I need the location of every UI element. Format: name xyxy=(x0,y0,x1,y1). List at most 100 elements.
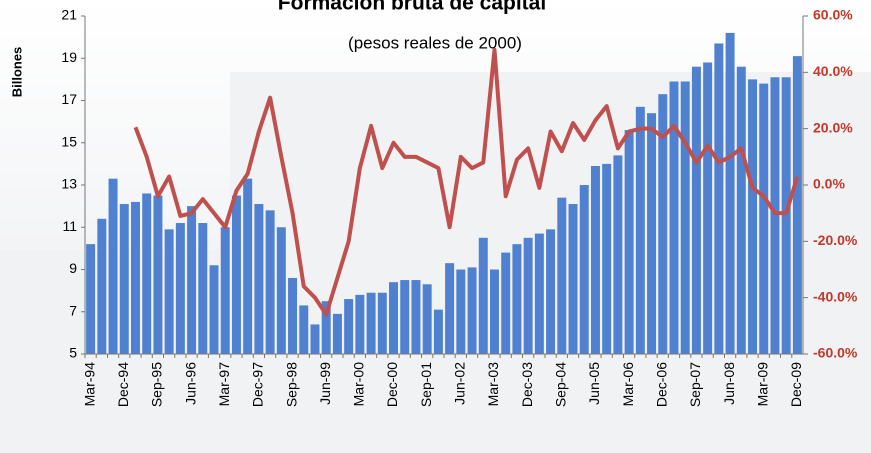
bar xyxy=(142,193,152,354)
bar xyxy=(523,237,533,354)
bar xyxy=(366,292,376,354)
x-tick-label: Sep-07 xyxy=(687,362,703,407)
x-tick-label: Jun-99 xyxy=(317,362,333,405)
y2-tick-label: 20.0% xyxy=(813,119,853,135)
bar xyxy=(445,263,455,354)
x-tick-label: Mar-09 xyxy=(754,362,770,407)
bar xyxy=(557,197,567,354)
x-tick-label: Jun-05 xyxy=(586,362,602,405)
x-tick-label: Sep-98 xyxy=(283,362,299,407)
bar xyxy=(669,81,679,355)
y-axis-label: Billones xyxy=(9,47,24,98)
bar xyxy=(389,282,399,354)
bar xyxy=(86,244,96,354)
bar xyxy=(198,223,208,354)
bar xyxy=(759,83,769,354)
bar xyxy=(344,299,354,354)
bar xyxy=(164,229,174,354)
y-tick-label: 19 xyxy=(61,49,77,65)
y-tick-label: 11 xyxy=(62,218,77,234)
x-tick-label: Mar-06 xyxy=(620,362,636,407)
bar xyxy=(288,277,298,354)
x-tick-label: Mar-94 xyxy=(81,362,97,407)
bar xyxy=(153,195,163,354)
bar xyxy=(231,195,241,354)
bar xyxy=(276,227,286,354)
bar xyxy=(467,267,477,354)
bar xyxy=(119,204,129,354)
bar xyxy=(456,269,466,354)
x-tick-label: Dec-09 xyxy=(788,362,804,407)
y2-tick-label: -40.0% xyxy=(813,288,858,304)
bar xyxy=(355,294,365,354)
bar xyxy=(546,229,556,354)
y-tick-label: 17 xyxy=(61,91,77,107)
y2-tick-label: 40.0% xyxy=(813,63,853,79)
bar xyxy=(602,163,612,354)
x-tick-label: Sep-04 xyxy=(553,362,569,407)
bar xyxy=(220,227,230,354)
x-tick-label: Sep-01 xyxy=(418,362,434,407)
x-tick-label: Dec-00 xyxy=(384,362,400,407)
bar xyxy=(658,94,668,354)
y2-tick-label: 0.0% xyxy=(813,176,845,192)
bar xyxy=(624,130,634,354)
bar xyxy=(97,218,107,354)
bar xyxy=(770,77,780,354)
bar xyxy=(613,155,623,354)
bar xyxy=(377,292,387,354)
bar xyxy=(781,77,791,354)
bar xyxy=(265,210,275,354)
bar xyxy=(691,66,701,354)
bar xyxy=(400,280,410,354)
x-tick-label: Mar-00 xyxy=(351,362,367,407)
bar xyxy=(411,280,421,354)
bar xyxy=(175,223,185,354)
bar xyxy=(792,56,802,354)
bar xyxy=(108,178,118,354)
bar xyxy=(590,165,600,354)
x-tick-label: Dec-06 xyxy=(653,362,669,407)
bar xyxy=(332,313,342,354)
x-tick-label: Dec-94 xyxy=(115,362,131,407)
x-tick-label: Jun-02 xyxy=(452,362,468,405)
bar xyxy=(501,252,511,354)
x-tick-label: Mar-97 xyxy=(216,362,232,407)
bar xyxy=(512,244,522,354)
chart-subtitle: (pesos reales de 2000) xyxy=(348,33,522,52)
y-tick-label: 21 xyxy=(61,7,77,23)
bar xyxy=(725,32,735,355)
y-tick-label: 7 xyxy=(69,302,77,318)
x-tick-label: Dec-03 xyxy=(519,362,535,407)
bar xyxy=(568,204,578,354)
y-tick-label: 13 xyxy=(61,176,77,192)
bar xyxy=(714,43,724,355)
line xyxy=(133,47,800,317)
bar xyxy=(635,106,645,355)
x-tick-label: Dec-97 xyxy=(250,362,266,407)
bar xyxy=(703,62,713,354)
bar xyxy=(489,269,499,354)
bar xyxy=(534,233,544,354)
bar xyxy=(736,66,746,354)
bar xyxy=(647,113,657,354)
bar xyxy=(209,265,219,354)
y2-tick-label: 60.0% xyxy=(813,7,853,23)
y2-tick-label: -20.0% xyxy=(813,232,858,248)
y2-tick-label: -60.0% xyxy=(813,345,858,361)
bar xyxy=(321,301,331,354)
y-tick-label: 15 xyxy=(61,133,77,149)
bar xyxy=(243,178,253,354)
bar xyxy=(579,185,589,354)
bar xyxy=(748,79,758,354)
bar xyxy=(299,305,309,354)
bar xyxy=(254,204,264,354)
y-tick-label: 5 xyxy=(69,345,77,361)
x-tick-label: Jun-96 xyxy=(182,362,198,405)
bar xyxy=(187,206,197,354)
bar xyxy=(478,237,488,354)
bar xyxy=(130,201,140,354)
bar xyxy=(433,309,443,354)
chart-title: Formación bruta de capital xyxy=(278,0,546,15)
x-tick-label: Sep-95 xyxy=(149,362,165,407)
